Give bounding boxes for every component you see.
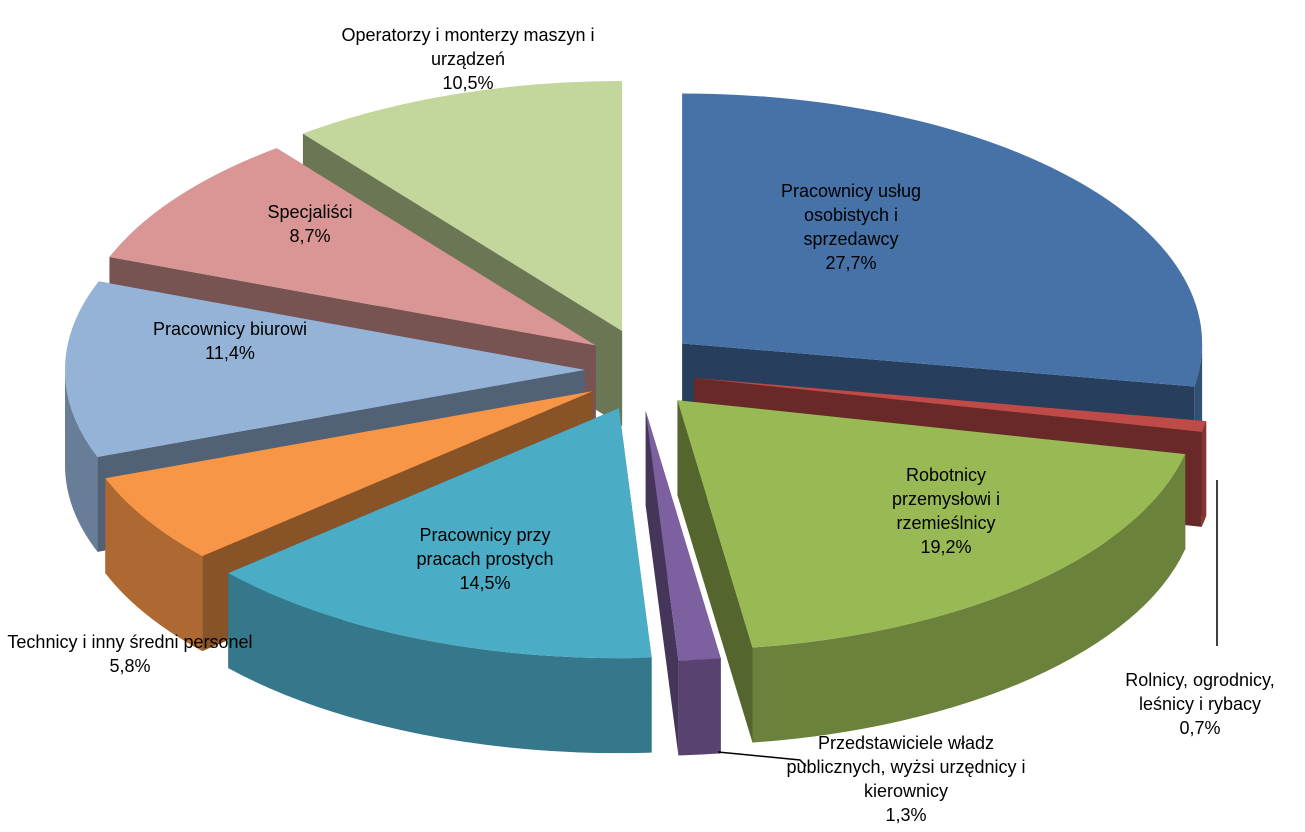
slices bbox=[65, 80, 1207, 756]
category-label: Specjaliści bbox=[267, 202, 353, 223]
category-label: Pracownicy biurowi bbox=[152, 319, 308, 340]
category-label: Rolnicy, ogrodnicy, leśnicy i rybacy bbox=[1125, 670, 1275, 715]
value-label: 0,7% bbox=[1179, 717, 1221, 738]
value-label: 8,7% bbox=[289, 226, 331, 246]
slice bbox=[228, 408, 652, 659]
value-label: 11,4% bbox=[205, 343, 255, 363]
slice-wall bbox=[65, 369, 98, 552]
slice-label: Pracownicy biurowi 11,4% bbox=[110, 318, 350, 366]
slice-wall bbox=[1201, 421, 1207, 527]
slice bbox=[105, 391, 593, 557]
value-label: 19,2% bbox=[920, 536, 972, 557]
slice-label: Operatorzy i monterzy maszyn i urządzeń 1… bbox=[338, 24, 598, 96]
value-label: 1,3% bbox=[885, 804, 927, 825]
slice-label: Robotnicy przemysłowi i rzemieślnicy 19,2… bbox=[861, 464, 1031, 560]
slice bbox=[302, 80, 623, 331]
value-label: 10,5% bbox=[442, 72, 494, 93]
slice-wall bbox=[645, 411, 679, 756]
slice bbox=[645, 411, 721, 661]
slice bbox=[693, 377, 1207, 432]
slice bbox=[677, 400, 1186, 648]
category-label: Operatorzy i monterzy maszyn i urządzeń bbox=[341, 25, 595, 70]
value-label: 14,5% bbox=[459, 572, 511, 593]
value-label: 27,7% bbox=[825, 252, 877, 273]
slice-wall bbox=[105, 478, 203, 652]
slice-label: Przedstawiciele władz publicznych, wyżsi… bbox=[771, 732, 1041, 828]
slice-label: Technicy i inny średni personel 5,8% bbox=[5, 631, 255, 679]
slice-label: Specjaliści 8,7% bbox=[240, 201, 380, 249]
slice-wall bbox=[678, 658, 721, 756]
category-label: Robotnicy przemysłowi i rzemieślnicy bbox=[891, 465, 1001, 533]
value-label: 5,8% bbox=[109, 656, 151, 676]
slice bbox=[109, 148, 596, 346]
slice bbox=[65, 281, 586, 457]
slice-label: Rolnicy, ogrodnicy, leśnicy i rybacy 0,7% bbox=[1100, 669, 1300, 741]
slice-label: Pracownicy przy pracach prostych 14,5% bbox=[385, 524, 585, 596]
slice-wall bbox=[752, 454, 1186, 743]
leader-line bbox=[717, 751, 807, 767]
category-label: Technicy i inny średni personel bbox=[7, 632, 253, 653]
category-label: Pracownicy usług osobistych i sprzedawcy bbox=[780, 181, 922, 249]
slice-wall bbox=[228, 573, 652, 754]
category-label: Przedstawiciele władz publicznych, wyżsi… bbox=[786, 733, 1026, 801]
slice-wall bbox=[677, 400, 753, 743]
category-label: Pracownicy przy pracach prostych bbox=[416, 525, 554, 570]
slice bbox=[682, 93, 1203, 387]
slice-label: Pracownicy usług osobistych i sprzedawcy… bbox=[756, 180, 946, 276]
